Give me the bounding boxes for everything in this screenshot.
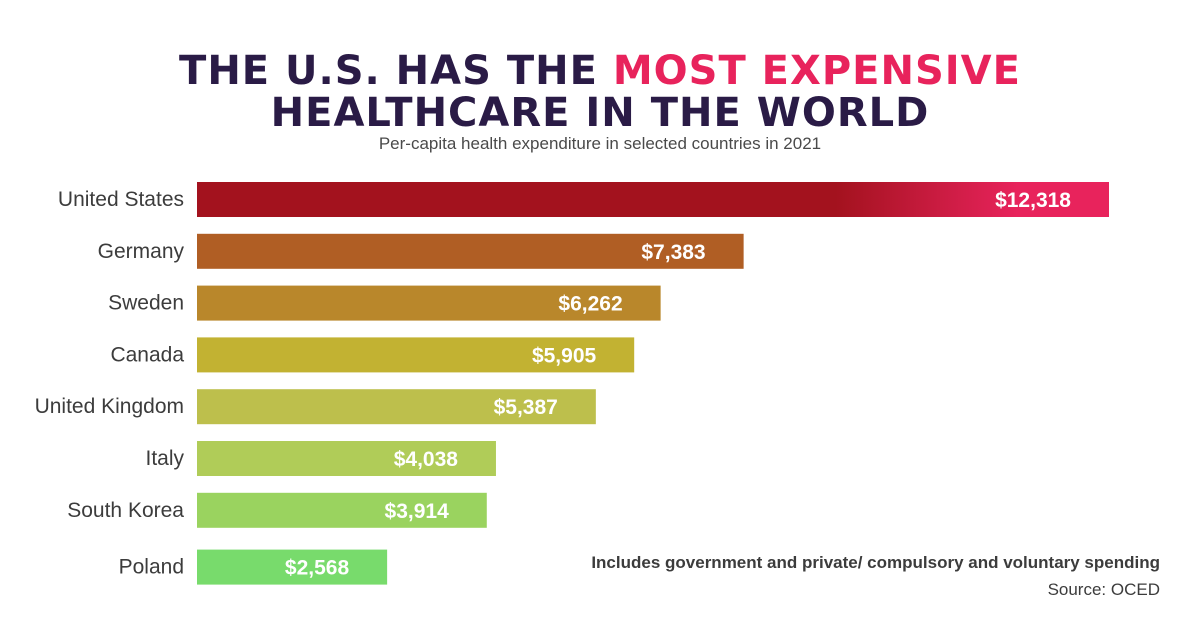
bar-value-label: $2,568 (285, 557, 350, 580)
bar (197, 549, 388, 585)
category-label: Canada (110, 343, 184, 366)
category-label: Poland (119, 556, 184, 579)
bar (197, 492, 487, 528)
bar-value-label: $5,387 (494, 396, 558, 419)
bar-value-label: $7,383 (641, 241, 705, 264)
category-label: Italy (145, 447, 184, 470)
footnote: Includes government and private/ compuls… (591, 553, 1160, 572)
bar (197, 233, 744, 269)
bar-value-label: $5,905 (532, 344, 597, 367)
bar (197, 337, 635, 373)
bar (197, 182, 1109, 217)
bar-value-label: $4,038 (394, 448, 459, 471)
category-label: South Korea (67, 499, 184, 522)
title-prefix: THE U.S. HAS THE (179, 48, 613, 94)
category-label: Sweden (108, 292, 184, 315)
source-note: Source: OCED (1047, 580, 1160, 599)
title-line-1: THE U.S. HAS THE MOST EXPENSIVE (0, 49, 1200, 93)
category-label: United States (58, 188, 184, 211)
category-label: Germany (98, 240, 185, 263)
bar (197, 389, 596, 425)
bar (197, 285, 661, 321)
category-label: United Kingdom (35, 395, 184, 418)
bar (197, 441, 496, 476)
bar-value-label: $6,262 (558, 293, 622, 316)
chart-subtitle: Per-capita health expenditure in selecte… (378, 134, 822, 153)
bar-value-label: $12,318 (995, 189, 1071, 212)
title-line-2: HEALTHCARE IN THE WORLD (270, 90, 930, 136)
title-highlight: MOST EXPENSIVE (612, 48, 1021, 94)
bar-value-label: $3,914 (385, 500, 450, 523)
